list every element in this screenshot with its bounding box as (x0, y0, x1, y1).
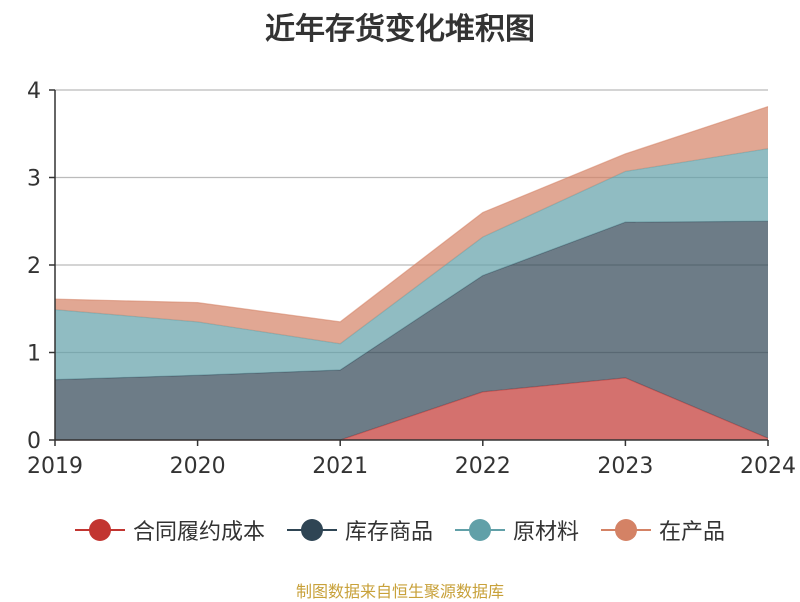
x-tick-label: 2023 (597, 454, 653, 479)
x-tick-label: 2022 (455, 454, 511, 479)
x-tick-label: 2021 (312, 454, 368, 479)
legend-item[interactable]: 合同履约成本 (74, 514, 265, 546)
legend: 合同履约成本 库存商品 原材料 在产品 (0, 514, 800, 546)
chart-title: 近年存货变化堆积图 (265, 12, 535, 47)
x-tick-label: 2019 (27, 454, 83, 479)
legend-dot (469, 519, 491, 541)
x-tick-label: 2020 (170, 454, 226, 479)
y-tick-label: 2 (27, 254, 41, 279)
y-tick-label: 1 (27, 342, 41, 367)
legend-dot (300, 519, 323, 541)
legend-item[interactable]: 在产品 (601, 514, 725, 546)
legend-item[interactable]: 原材料 (455, 514, 579, 546)
area-series-line-3 (54, 106, 769, 323)
legend-label: 库存商品 (344, 520, 433, 545)
area-series-0 (55, 377, 768, 440)
y-tick-label: 4 (27, 79, 41, 104)
legend-label: 原材料 (513, 520, 580, 545)
legend-marker (74, 518, 125, 542)
legend-dot (615, 519, 638, 541)
y-axis-label-edge (0, 96, 2, 136)
legend-marker (455, 518, 505, 542)
area-series-1 (55, 221, 768, 440)
source-note: 制图数据来自恒生聚源数据库 (295, 582, 504, 601)
y-tick-label: 0 (27, 429, 41, 454)
legend-item[interactable]: 库存商品 (286, 514, 433, 546)
legend-marker (601, 518, 652, 542)
legend-label: 在产品 (659, 520, 726, 545)
x-tick-label: 2024 (740, 454, 796, 479)
legend-dot (88, 519, 111, 541)
area-series-2 (55, 148, 768, 380)
legend-label: 合同履约成本 (132, 520, 265, 545)
y-tick-label: 3 (27, 167, 41, 192)
legend-marker (286, 518, 337, 542)
